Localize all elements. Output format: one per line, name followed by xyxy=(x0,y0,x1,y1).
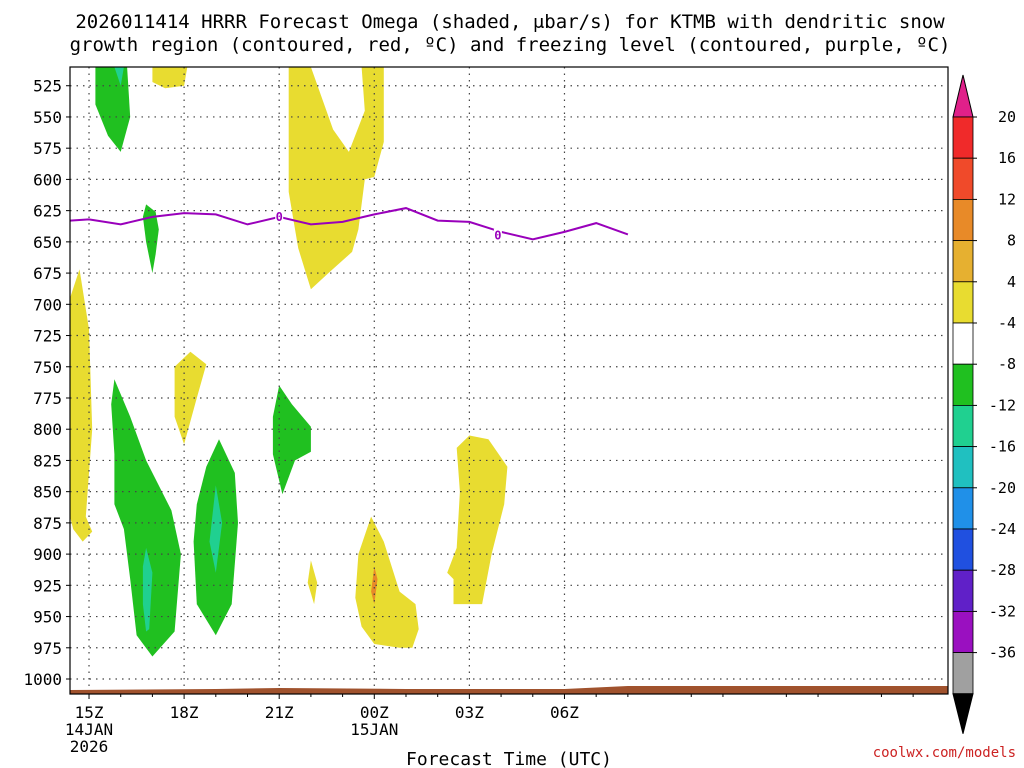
colorbar-top-arrow xyxy=(952,74,974,118)
omega-region-5 xyxy=(70,269,93,542)
colorbar-tick-label: 4 xyxy=(1007,273,1016,291)
x-tick-label: 06Z xyxy=(550,703,579,722)
omega-region-1 xyxy=(114,67,124,86)
freezing-level-line xyxy=(69,207,629,241)
y-tick-label: 625 xyxy=(33,202,62,221)
x-axis-title: Forecast Time (UTC) xyxy=(406,749,612,768)
omega-region-3 xyxy=(288,67,384,290)
x-tick-date: 14JAN xyxy=(65,720,113,739)
colorbar: 20 16 12 8 4 -4 -8 -12 -16 -20 -24 -28 -32 -36 xyxy=(952,74,1016,734)
y-tick-label: 600 xyxy=(33,170,62,189)
colorbar-segment-5 xyxy=(952,322,974,365)
colorbar-segment-1 xyxy=(952,157,974,200)
omega-region-6 xyxy=(174,351,207,445)
colorbar-segment-10 xyxy=(952,528,974,571)
freezing-label-bg-1 xyxy=(493,228,502,242)
y-tick-label: 700 xyxy=(33,295,62,314)
colorbar-segment-6 xyxy=(952,363,974,406)
colorbar-segment-8 xyxy=(952,446,974,489)
y-tick-label: 525 xyxy=(33,77,62,96)
omega-region-0 xyxy=(95,67,131,152)
omega-region-12 xyxy=(355,516,419,648)
colorbar-tick-label: 16 xyxy=(998,149,1016,167)
omega-region-2 xyxy=(152,67,188,89)
x-tick-date: 15JAN xyxy=(350,720,398,739)
colorbar-tick-label: -36 xyxy=(989,644,1016,662)
colorbar-segment-4 xyxy=(952,281,974,324)
colorbar-segment-7 xyxy=(952,404,974,447)
colorbar-segment-2 xyxy=(952,198,974,241)
colorbar-segment-9 xyxy=(952,487,974,530)
omega-region-4 xyxy=(142,204,159,274)
colorbar-segment-3 xyxy=(952,240,974,283)
colorbar-segment-13 xyxy=(952,652,974,695)
colorbar-bottom-arrow xyxy=(952,693,974,734)
x-tick-year: 2026 xyxy=(70,737,109,756)
y-tick-label: 850 xyxy=(33,483,62,502)
freezing-label-bg-0 xyxy=(275,209,284,223)
omega-region-13 xyxy=(371,566,378,605)
colorbar-tick-label: 20 xyxy=(998,108,1016,126)
colorbar-segment-11 xyxy=(952,569,974,612)
colorbar-tick-label: -8 xyxy=(998,355,1016,373)
omega-region-8 xyxy=(142,547,153,632)
colorbar-tick-label: -32 xyxy=(989,602,1016,620)
terrain-surface xyxy=(70,686,948,694)
colorbar-segment-12 xyxy=(952,611,974,654)
y-tick-label: 675 xyxy=(33,264,62,283)
freezing-level-label: 0 xyxy=(276,210,283,224)
x-tick-label: 03Z xyxy=(455,703,484,722)
x-tick-label: 18Z xyxy=(170,703,199,722)
freezing-level-label: 0 xyxy=(494,229,501,243)
terrain-layer xyxy=(70,686,948,694)
colorbar-tick-label: -28 xyxy=(989,561,1016,579)
y-tick-label: 1000 xyxy=(23,670,62,689)
omega-region-15 xyxy=(447,435,508,605)
x-tick-label: 21Z xyxy=(265,703,294,722)
omega-region-7 xyxy=(111,379,181,657)
y-tick-label: 950 xyxy=(33,608,62,627)
y-tick-label: 550 xyxy=(33,108,62,127)
grid-layer xyxy=(70,67,948,694)
colorbar-tick-label: -20 xyxy=(989,479,1016,497)
y-tick-label: 575 xyxy=(33,139,62,158)
y-tick-label: 875 xyxy=(33,514,62,533)
colorbar-tick-label: -4 xyxy=(998,314,1016,332)
y-tick-label: 650 xyxy=(33,233,62,252)
omega-region-14 xyxy=(307,560,318,605)
x-tick-label: 15Z xyxy=(75,703,104,722)
colorbar-segment-0 xyxy=(952,116,974,159)
colorbar-tick-label: 12 xyxy=(998,190,1016,208)
colorbar-tick-label: -16 xyxy=(989,438,1016,456)
omega-region-10 xyxy=(209,485,223,573)
omega-region-11 xyxy=(272,385,311,495)
colorbar-tick-label: 8 xyxy=(1007,232,1016,250)
y-tick-label: 800 xyxy=(33,420,62,439)
y-tick-label: 750 xyxy=(33,358,62,377)
colorbar-tick-label: -24 xyxy=(989,520,1016,538)
credit-link[interactable]: coolwx.com/models xyxy=(873,745,1016,761)
x-tick-label: 00Z xyxy=(360,703,389,722)
y-tick-label: 925 xyxy=(33,576,62,595)
freezing-level-layer: 00 xyxy=(69,207,629,243)
y-tick-label: 775 xyxy=(33,389,62,408)
y-tick-label: 900 xyxy=(33,545,62,564)
chart-title-line1: 2026011414 HRRR Forecast Omega (shaded, … xyxy=(75,11,945,33)
chart-title-line2: growth region (contoured, red, ºC) and f… xyxy=(70,34,951,56)
omega-shading-layer xyxy=(70,67,508,657)
y-tick-label: 975 xyxy=(33,639,62,658)
y-tick-label: 725 xyxy=(33,327,62,346)
colorbar-tick-label: -12 xyxy=(989,396,1016,414)
y-axis: 525 550 575 600 625 650 675 700 725 750 775 800 825 8… xyxy=(23,77,70,689)
y-tick-label: 825 xyxy=(33,451,62,470)
plot-frame xyxy=(69,66,949,695)
